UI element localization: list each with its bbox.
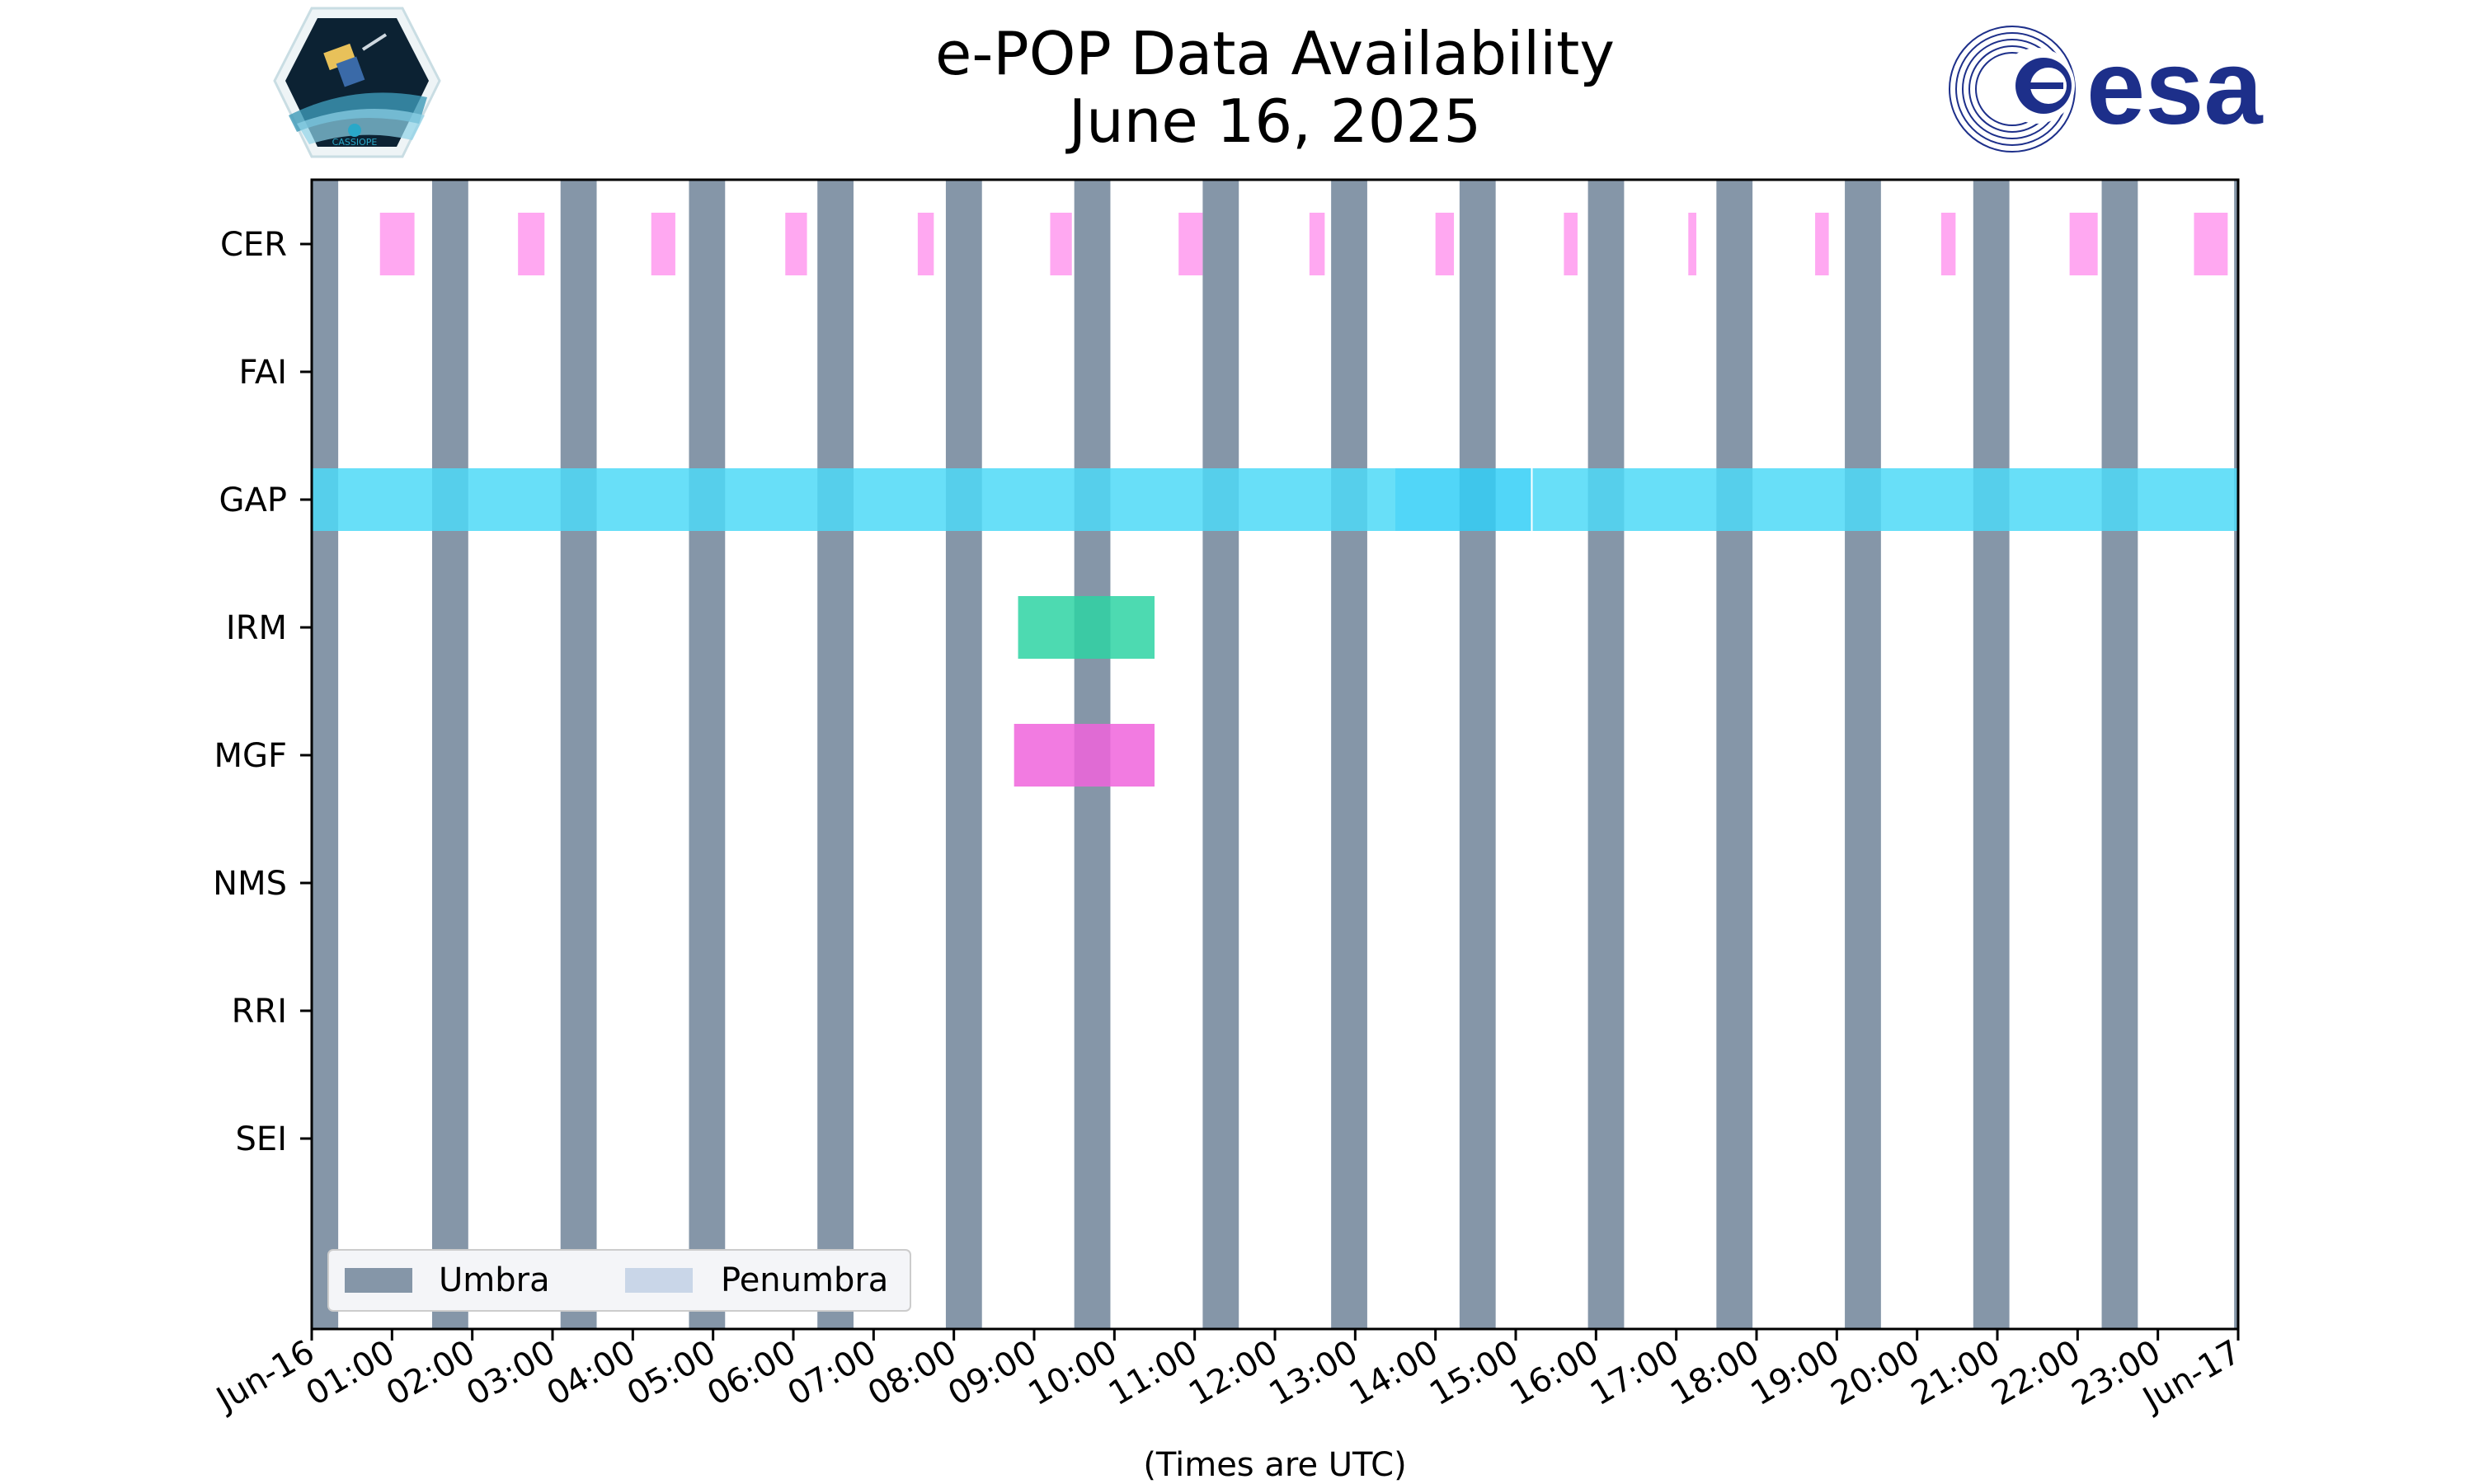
- x-tick-label-19: 19:00: [1744, 1333, 1846, 1413]
- x-tick-label-15: 15:00: [1423, 1333, 1525, 1413]
- x-tick-label-17: 17:00: [1584, 1333, 1686, 1413]
- legend-swatch-umbra: [345, 1268, 412, 1293]
- bar-gap-1: [1395, 468, 1532, 531]
- y-tick-label-nms: NMS: [213, 865, 287, 903]
- bar-cer-0: [379, 213, 415, 275]
- x-tick-label-13: 13:00: [1263, 1333, 1364, 1413]
- bar-cer-4: [917, 213, 934, 275]
- x-tick-label-22: 22:00: [1985, 1333, 2086, 1413]
- bar-cer-14: [2194, 213, 2228, 275]
- umbra-band-15: [2234, 180, 2238, 1329]
- bar-gap-2: [1531, 468, 2238, 531]
- umbra-band-1: [432, 180, 468, 1329]
- umbra-band-12: [1845, 180, 1881, 1329]
- x-tick-label-7: 07:00: [781, 1333, 882, 1413]
- esa-logo: esa: [1949, 26, 2263, 153]
- chart-subtitle: June 16, 2025: [1065, 87, 1481, 156]
- x-tick-label-6: 06:00: [701, 1333, 802, 1413]
- x-tick-label-20: 20:00: [1825, 1333, 1926, 1413]
- x-tick-label-1: 01:00: [299, 1333, 401, 1413]
- x-tick-label-10: 10:00: [1022, 1333, 1123, 1413]
- bar-cer-9: [1564, 213, 1578, 275]
- umbra-band-11: [1716, 180, 1753, 1329]
- x-axis: Jun-1601:0002:0003:0004:0005:0006:0007:0…: [209, 1329, 2247, 1420]
- x-tick-label-16: 16:00: [1503, 1333, 1605, 1413]
- x-tick-label-4: 04:00: [540, 1333, 642, 1413]
- bar-cer-8: [1435, 213, 1455, 275]
- umbra-band-8: [1331, 180, 1367, 1329]
- legend-frame: [327, 1249, 911, 1312]
- cassiope-logo-text: CASSIOPE: [332, 137, 378, 148]
- availability-bars: [312, 213, 2238, 787]
- y-tick-label-gap: GAP: [219, 481, 287, 519]
- plot-background: [312, 180, 2238, 1329]
- x-tick-label-2: 02:00: [380, 1333, 482, 1413]
- x-tick-label-9: 09:00: [942, 1333, 1043, 1413]
- y-tick-label-sei: SEI: [236, 1120, 287, 1158]
- y-tick-label-fai: FAI: [239, 354, 288, 392]
- cassiope-logo: CASSIOPE: [273, 7, 441, 158]
- x-axis-label: (Times are UTC): [1143, 1446, 1406, 1484]
- bar-cer-12: [1940, 213, 1956, 275]
- x-tick-label-21: 21:00: [1905, 1333, 2006, 1413]
- x-tick-label-18: 18:00: [1664, 1333, 1766, 1413]
- umbra-band-7: [1202, 180, 1239, 1329]
- y-tick-label-irm: IRM: [226, 609, 287, 647]
- legend-label-penumbra: Penumbra: [721, 1261, 888, 1299]
- bar-cer-13: [2069, 213, 2098, 275]
- esa-logo-text: esa: [2086, 29, 2263, 147]
- umbra-band-10: [1587, 180, 1625, 1329]
- umbra-band-13: [1973, 180, 2010, 1329]
- bar-cer-5: [1050, 213, 1072, 275]
- x-tick-label-3: 03:00: [460, 1333, 562, 1413]
- x-tick-label-14: 14:00: [1343, 1333, 1445, 1413]
- y-tick-label-mgf: MGF: [214, 737, 287, 775]
- umbra-band-3: [689, 180, 726, 1329]
- bar-mgf-0: [1014, 724, 1155, 787]
- y-axis: CER FAI GAP IRM MGF NMS RRI SEI: [213, 226, 312, 1158]
- bar-cer-2: [651, 213, 675, 275]
- bar-cer-3: [785, 213, 807, 275]
- legend-label-umbra: Umbra: [439, 1261, 550, 1299]
- x-tick-label-11: 11:00: [1103, 1333, 1204, 1413]
- umbra-band-2: [560, 180, 597, 1329]
- y-tick-label-cer: CER: [220, 226, 287, 264]
- bar-cer-7: [1309, 213, 1325, 275]
- bar-cer-6: [1178, 213, 1203, 275]
- umbra-band-14: [2101, 180, 2138, 1329]
- bar-gap-0: [312, 468, 1395, 531]
- x-tick-label-8: 08:00: [862, 1333, 963, 1413]
- bar-cer-11: [1815, 213, 1829, 275]
- x-tick-label-12: 12:00: [1183, 1333, 1284, 1413]
- umbra-band-4: [817, 180, 854, 1329]
- x-tick-label-5: 05:00: [621, 1333, 722, 1413]
- umbra-band-5: [945, 180, 982, 1329]
- umbra-band-9: [1459, 180, 1496, 1329]
- y-tick-label-rri: RRI: [232, 993, 287, 1031]
- x-tick-label-0: Jun-16: [209, 1333, 321, 1420]
- umbra-band-0: [312, 180, 339, 1329]
- legend-swatch-penumbra: [625, 1268, 693, 1293]
- bar-cer-1: [518, 213, 545, 275]
- chart-title: e-POP Data Availability: [935, 19, 1615, 88]
- plot-area: CER FAI GAP IRM MGF NMS RRI SEI Jun-1601:0002:0…: [209, 178, 2247, 1420]
- legend: Umbra Penumbra: [327, 1249, 911, 1312]
- svg-text:CASSIOPE: CASSIOPE: [332, 137, 378, 148]
- bar-irm-0: [1018, 596, 1155, 659]
- bar-cer-10: [1688, 213, 1696, 275]
